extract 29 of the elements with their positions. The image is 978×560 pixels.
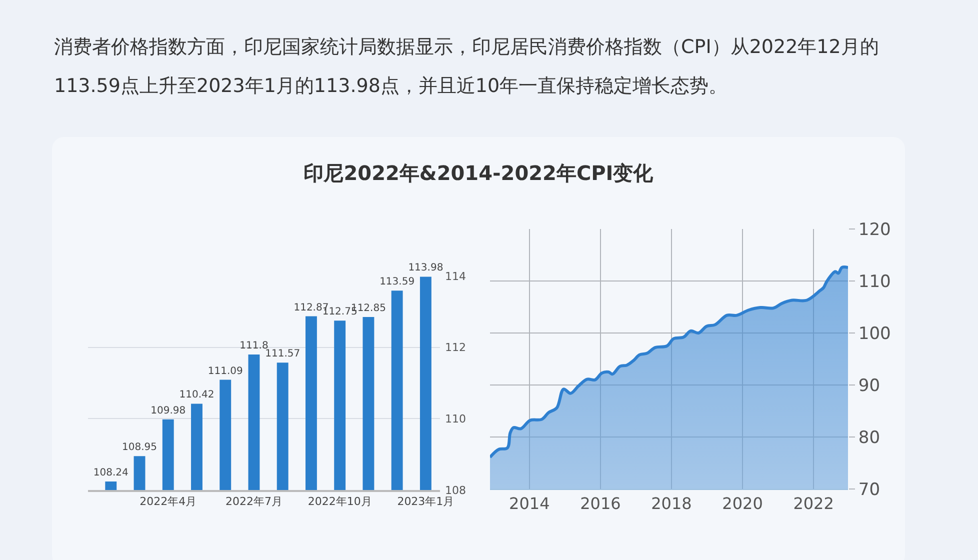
y-tick-label: 108 — [445, 484, 466, 497]
y-tick-label: 110 — [445, 412, 466, 426]
data-label: 108.24 — [93, 467, 128, 478]
x-tick-label: 2022年7月 — [225, 495, 282, 508]
x-tick-label: 2022年10月 — [308, 495, 372, 508]
x-tick-label: 2014 — [509, 494, 550, 514]
data-label: 110.42 — [179, 390, 214, 401]
data-label: 113.98 — [408, 262, 444, 274]
x-tick-label: 2018 — [651, 494, 692, 514]
data-label: 109.98 — [150, 405, 186, 416]
x-tick-label: 2023年1月 — [397, 495, 454, 508]
x-tick-label: 2016 — [580, 494, 621, 514]
chart-title: 印尼2022年&2014-2022年CPI变化 — [302, 160, 654, 187]
y-tick-label: 112 — [445, 341, 466, 354]
y-tick-label: 100 — [858, 324, 891, 344]
y-tick-label: 110 — [858, 272, 891, 292]
y-tick-label: 120 — [858, 220, 891, 240]
x-tick-label: 2022年4月 — [140, 495, 197, 508]
data-label: 111.57 — [265, 348, 300, 360]
x-tick-label: 2022 — [793, 494, 834, 514]
y-tick-label: 70 — [858, 480, 880, 500]
y-tick-label: 80 — [858, 428, 880, 448]
data-label: 111.09 — [208, 366, 243, 377]
y-tick-label: 114 — [445, 270, 466, 283]
y-tick-label: 90 — [858, 376, 880, 396]
text: 消费者价格指数方面，印尼国家统计局数据显示，印尼居民消费价格指数（CPI）从2022年12月的113.59点上升至2023年1月的113.98点，并且近10年一直保持稳定增长态势。 — [54, 35, 880, 99]
data-label: 113.59 — [380, 276, 415, 288]
data-label: 108.95 — [122, 442, 158, 454]
x-tick-label: 2020 — [722, 494, 763, 514]
